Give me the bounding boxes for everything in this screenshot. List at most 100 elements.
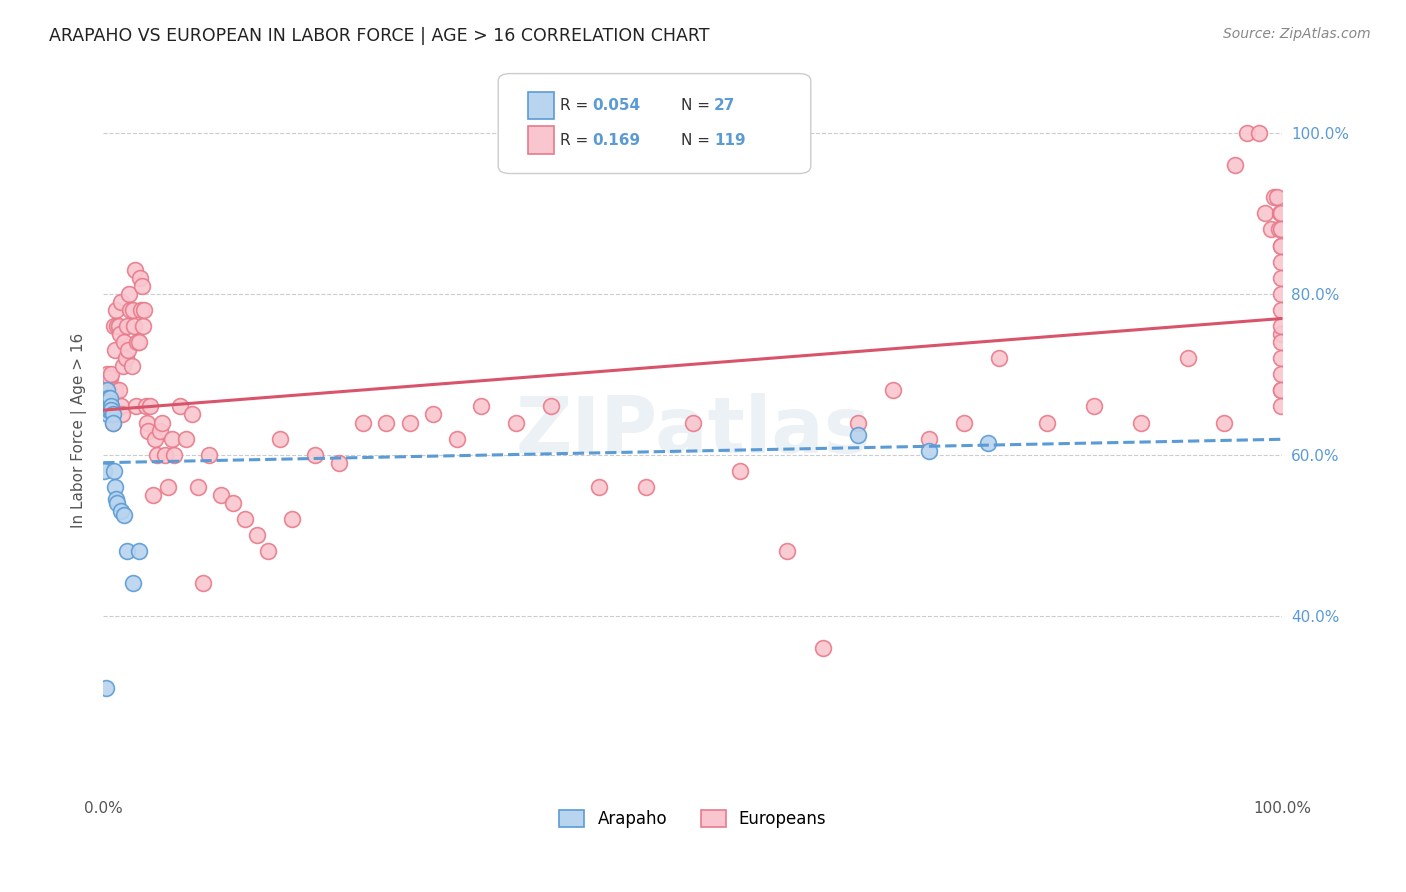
Point — [129, 302, 152, 317]
Point — [1270, 334, 1292, 349]
Point — [1236, 126, 1258, 140]
Point — [100, 400, 122, 414]
Point — [120, 302, 142, 317]
Point — [112, 359, 135, 374]
Point — [1265, 190, 1288, 204]
Text: Source: ZipAtlas.com: Source: ZipAtlas.com — [1223, 27, 1371, 41]
Point — [1268, 222, 1291, 236]
Point — [107, 318, 129, 333]
Point — [139, 400, 162, 414]
Point — [193, 576, 215, 591]
Point — [98, 392, 121, 406]
Point — [304, 448, 326, 462]
Point — [1270, 384, 1292, 398]
Point — [157, 480, 180, 494]
Point — [918, 443, 941, 458]
Point — [103, 464, 125, 478]
Point — [111, 408, 134, 422]
Point — [103, 318, 125, 333]
Point — [124, 262, 146, 277]
Point — [1270, 302, 1292, 317]
Point — [682, 416, 704, 430]
Point — [149, 424, 172, 438]
Point — [953, 416, 976, 430]
Point — [101, 408, 124, 422]
Point — [882, 384, 904, 398]
Point — [97, 376, 120, 390]
Point — [1270, 254, 1292, 268]
Point — [1035, 416, 1057, 430]
Point — [1130, 416, 1153, 430]
Point — [1268, 206, 1291, 220]
Point — [187, 480, 209, 494]
Text: N =: N = — [681, 133, 714, 148]
Point — [352, 416, 374, 430]
Point — [1270, 368, 1292, 382]
Text: 27: 27 — [714, 98, 735, 113]
Point — [142, 488, 165, 502]
Point — [976, 435, 998, 450]
Point — [728, 464, 751, 478]
Text: R =: R = — [560, 133, 593, 148]
Point — [97, 392, 120, 406]
Point — [136, 424, 159, 438]
Point — [127, 334, 149, 349]
Text: N =: N = — [681, 98, 714, 113]
Point — [1247, 126, 1270, 140]
Y-axis label: In Labor Force | Age > 16: In Labor Force | Age > 16 — [72, 333, 87, 528]
Point — [101, 416, 124, 430]
Point — [117, 343, 139, 358]
Point — [98, 400, 121, 414]
Point — [143, 432, 166, 446]
Point — [1083, 400, 1105, 414]
Point — [150, 416, 173, 430]
Point — [114, 334, 136, 349]
Point — [198, 448, 221, 462]
Text: ARAPAHO VS EUROPEAN IN LABOR FORCE | AGE > 16 CORRELATION CHART: ARAPAHO VS EUROPEAN IN LABOR FORCE | AGE… — [49, 27, 710, 45]
Point — [1270, 238, 1292, 252]
Point — [93, 464, 115, 478]
Point — [100, 400, 122, 414]
Point — [446, 432, 468, 446]
Point — [98, 371, 121, 385]
Point — [180, 408, 202, 422]
Point — [811, 640, 834, 655]
Point — [588, 480, 610, 494]
Point — [846, 416, 869, 430]
Point — [163, 448, 186, 462]
Legend: Arapaho, Europeans: Arapaho, Europeans — [553, 804, 834, 835]
Point — [128, 270, 150, 285]
Point — [269, 432, 291, 446]
Point — [134, 302, 156, 317]
Point — [505, 416, 527, 430]
Bar — [527, 92, 554, 120]
Point — [1254, 206, 1277, 220]
Point — [97, 408, 120, 422]
Point — [96, 368, 118, 382]
Point — [121, 359, 143, 374]
Point — [128, 544, 150, 558]
Point — [96, 384, 118, 398]
Point — [96, 400, 118, 414]
Point — [114, 351, 136, 366]
Point — [1225, 158, 1247, 172]
Point — [105, 491, 128, 506]
Point — [94, 384, 117, 398]
Point — [135, 400, 157, 414]
Point — [398, 416, 420, 430]
Point — [101, 416, 124, 430]
Point — [105, 496, 128, 510]
Point — [110, 294, 132, 309]
Point — [281, 512, 304, 526]
Point — [98, 384, 121, 398]
Point — [634, 480, 657, 494]
Point — [328, 456, 350, 470]
Point — [153, 448, 176, 462]
Point — [98, 403, 121, 417]
Point — [470, 400, 492, 414]
Point — [94, 681, 117, 695]
Point — [108, 326, 131, 341]
Point — [422, 408, 444, 422]
Text: 119: 119 — [714, 133, 745, 148]
Point — [257, 544, 280, 558]
